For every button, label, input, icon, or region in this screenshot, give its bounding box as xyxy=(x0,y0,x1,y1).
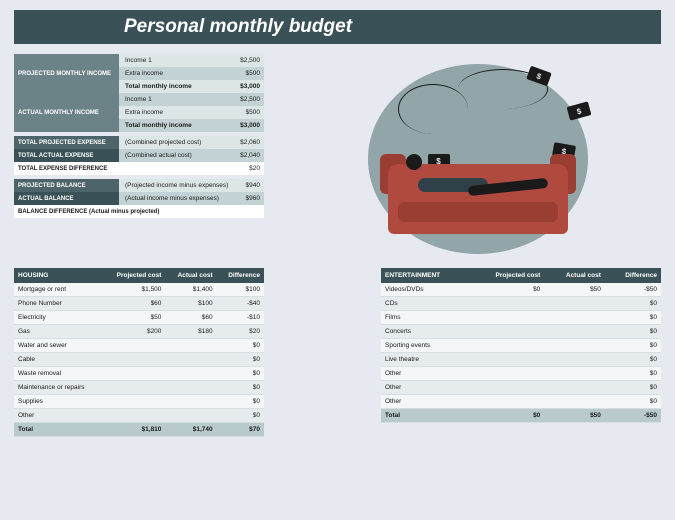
page-title: Personal monthly budget xyxy=(124,16,352,38)
table-row: Videos/DVDs$0$50-$50 xyxy=(381,283,661,297)
table-row: Waste removal$0 xyxy=(14,367,264,381)
table-row: Electricity$50$60-$10 xyxy=(14,311,264,325)
table-row: Films$0 xyxy=(381,311,661,325)
projected-income-label: PROJECTED MONTHLY INCOME xyxy=(14,54,119,93)
table-row: CDs$0 xyxy=(381,297,661,311)
table-row: Cable$0 xyxy=(14,353,264,367)
income-table: PROJECTED MONTHLY INCOME Income 1 $2,500… xyxy=(14,54,264,218)
summary-panel: PROJECTED MONTHLY INCOME Income 1 $2,500… xyxy=(14,54,264,254)
housing-table: HOUSING Projected cost Actual cost Diffe… xyxy=(14,268,264,437)
table-row: Concerts$0 xyxy=(381,325,661,339)
entertainment-table: ENTERTAINMENT Projected cost Actual cost… xyxy=(381,268,661,423)
table-row: Other$0 xyxy=(381,367,661,381)
actual-income-label: ACTUAL MONTHLY INCOME xyxy=(14,93,119,132)
table-total-row: Total$1,810$1,740$70 xyxy=(14,423,264,437)
table-total-row: Total$0$50-$50 xyxy=(381,409,661,423)
table-row: Other$0 xyxy=(381,381,661,395)
title-bar: Personal monthly budget xyxy=(14,10,661,44)
table-row: Mortgage or rent$1,500$1,400$100 xyxy=(14,283,264,297)
table-row: Other$0 xyxy=(14,409,264,423)
table-row: Maintenance or repairs$0 xyxy=(14,381,264,395)
table-row: Gas$200$180$20 xyxy=(14,325,264,339)
table-row: Supplies$0 xyxy=(14,395,264,409)
table-row: Other$0 xyxy=(381,395,661,409)
table-row: Water and sewer$0 xyxy=(14,339,264,353)
table-row: Sporting events$0 xyxy=(381,339,661,353)
table-row: Live theatre$0 xyxy=(381,353,661,367)
budget-illustration: $ $ $ $ xyxy=(338,54,618,254)
table-row: Phone Number$60$100-$40 xyxy=(14,297,264,311)
